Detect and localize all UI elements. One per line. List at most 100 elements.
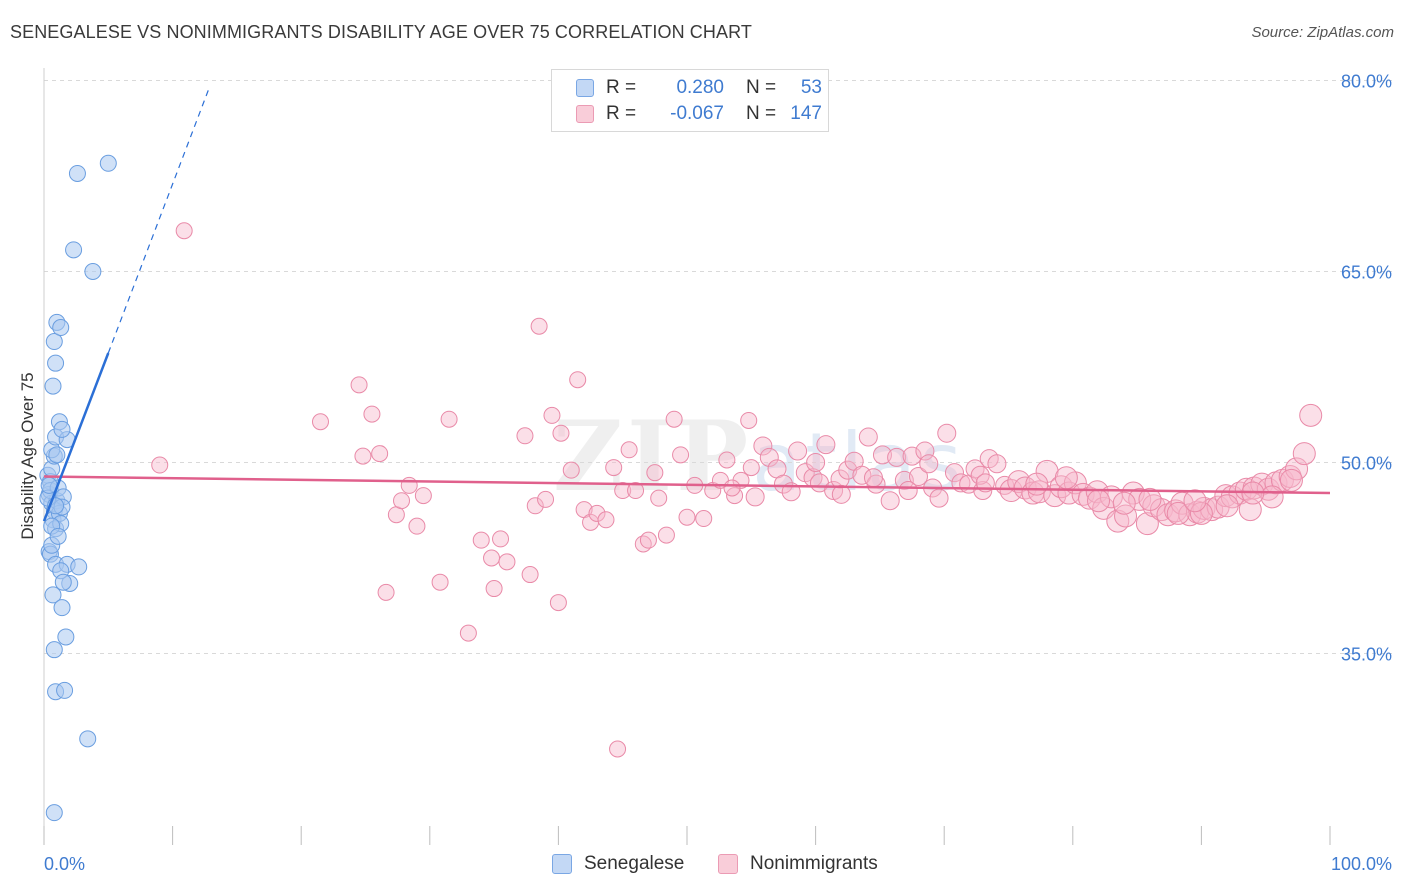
nonimmigrants-point — [1260, 485, 1284, 509]
legend-n-label: N = — [746, 77, 777, 98]
legend-swatch-blue — [576, 79, 594, 97]
nonimmigrants-point — [915, 441, 935, 461]
nonimmigrants-point — [1256, 477, 1280, 501]
senegalese-point — [65, 241, 83, 259]
nonimmigrants-point — [588, 504, 606, 522]
x-tick-label: 0.0% — [44, 854, 85, 874]
legend-row-senegalese: R = 0.280 N = 53 — [576, 77, 822, 99]
legend-swatch-pink — [576, 105, 594, 123]
nonimmigrants-point — [672, 446, 690, 464]
nonimmigrants-point — [350, 376, 368, 394]
legend-r-value: -0.067 — [670, 103, 724, 124]
nonimmigrants-point — [898, 481, 918, 501]
nonimmigrants-point — [1054, 466, 1078, 490]
correlation-legend: R = 0.280 N = 53 R = -0.067 N = 147 — [551, 69, 829, 132]
nonimmigrants-point — [887, 447, 907, 467]
nonimmigrants-point — [1114, 504, 1138, 528]
senegalese-point — [48, 446, 66, 464]
nonimmigrants-point — [363, 405, 381, 423]
nonimmigrants-trend-line — [43, 475, 1331, 495]
nonimmigrants-point — [908, 467, 928, 487]
nonimmigrants-point — [742, 459, 760, 477]
nonimmigrants-point — [806, 453, 826, 472]
nonimmigrants-point — [459, 624, 477, 642]
bottom-legend-senegalese[interactable]: Senegalese — [552, 851, 684, 877]
chart-title: SENEGALESE VS NONIMMIGRANTS DISABILITY A… — [10, 22, 752, 42]
nonimmigrants-point — [1292, 442, 1316, 466]
nonimmigrants-point — [354, 447, 372, 465]
nonimmigrants-point — [944, 463, 964, 483]
nonimmigrants-point — [609, 740, 627, 758]
nonimmigrants-point — [902, 446, 922, 466]
nonimmigrants-point — [311, 413, 329, 431]
senegalese-point — [54, 573, 72, 591]
senegalese-point — [57, 628, 75, 646]
bottom-legend-nonimmigrants[interactable]: Nonimmigrants — [718, 851, 878, 877]
nonimmigrants-point — [872, 445, 892, 465]
nonimmigrants-point — [1285, 457, 1309, 481]
nonimmigrants-point — [472, 531, 490, 549]
senegalese-point — [45, 641, 63, 659]
senegalese-point — [44, 377, 62, 395]
nonimmigrants-point — [400, 476, 418, 494]
nonimmigrants-point — [1025, 472, 1049, 496]
nonimmigrants-point — [973, 481, 993, 501]
senegalese-point — [84, 263, 102, 280]
nonimmigrants-point — [745, 487, 765, 507]
nonimmigrants-points — [151, 222, 1323, 758]
legend-r-label: R = — [606, 77, 637, 98]
y-tick-label: 50.0% — [1341, 454, 1392, 474]
nonimmigrants-point — [695, 510, 713, 528]
nonimmigrants-point — [537, 490, 555, 508]
nonimmigrants-point — [530, 317, 548, 335]
nonimmigrants-point — [151, 456, 169, 474]
senegalese-point — [79, 730, 97, 748]
nonimmigrants-point — [852, 465, 872, 485]
x-tick-label: 100.0% — [1331, 854, 1392, 874]
nonimmigrants-point — [485, 580, 503, 598]
nonimmigrants-point — [516, 427, 534, 445]
nonimmigrants-point — [965, 459, 985, 479]
source-credit: Source: ZipAtlas.com — [1251, 24, 1394, 41]
senegalese-point — [52, 319, 70, 337]
nonimmigrants-point — [987, 454, 1007, 474]
nonimmigrants-point — [1278, 465, 1302, 489]
legend-r-value: 0.280 — [676, 77, 724, 98]
nonimmigrants-point — [773, 474, 793, 494]
nonimmigrants-point — [1112, 491, 1136, 515]
nonimmigrants-point — [377, 583, 395, 601]
watermark-zip: ZIP — [553, 400, 753, 513]
nonimmigrants-point — [678, 508, 696, 526]
nonimmigrants-point — [526, 497, 544, 515]
nonimmigrants-point — [740, 411, 758, 429]
senegalese-point — [44, 586, 62, 604]
nonimmigrants-point — [1215, 494, 1239, 518]
nonimmigrants-point — [543, 406, 561, 424]
senegalese-point — [53, 599, 71, 617]
nonimmigrants-point — [549, 594, 567, 612]
nonimmigrants-point — [929, 488, 949, 508]
trend-lines — [42, 89, 1331, 522]
nonimmigrants-point — [718, 451, 736, 469]
nonimmigrants-point — [552, 424, 570, 442]
legend-swatch-pink — [718, 854, 738, 874]
senegalese-trend-extension — [107, 89, 210, 354]
nonimmigrants-point — [919, 454, 939, 474]
y-tick-label: 80.0% — [1341, 72, 1392, 92]
senegalese-point — [45, 333, 63, 351]
nonimmigrants-point — [492, 530, 510, 548]
nonimmigrants-point — [483, 549, 501, 567]
nonimmigrants-point — [723, 479, 741, 497]
nonimmigrants-point — [894, 470, 914, 490]
nonimmigrants-point — [408, 517, 426, 535]
legend-swatch-blue — [552, 854, 572, 874]
nonimmigrants-point — [639, 531, 657, 549]
nonimmigrants-point — [431, 573, 449, 591]
nonimmigrants-point — [657, 526, 675, 544]
senegalese-point — [49, 527, 67, 545]
nonimmigrants-point — [521, 566, 539, 584]
senegalese-point — [99, 154, 117, 172]
legend-label-nonimmigrants: Nonimmigrants — [750, 853, 878, 874]
nonimmigrants-point — [498, 553, 516, 571]
